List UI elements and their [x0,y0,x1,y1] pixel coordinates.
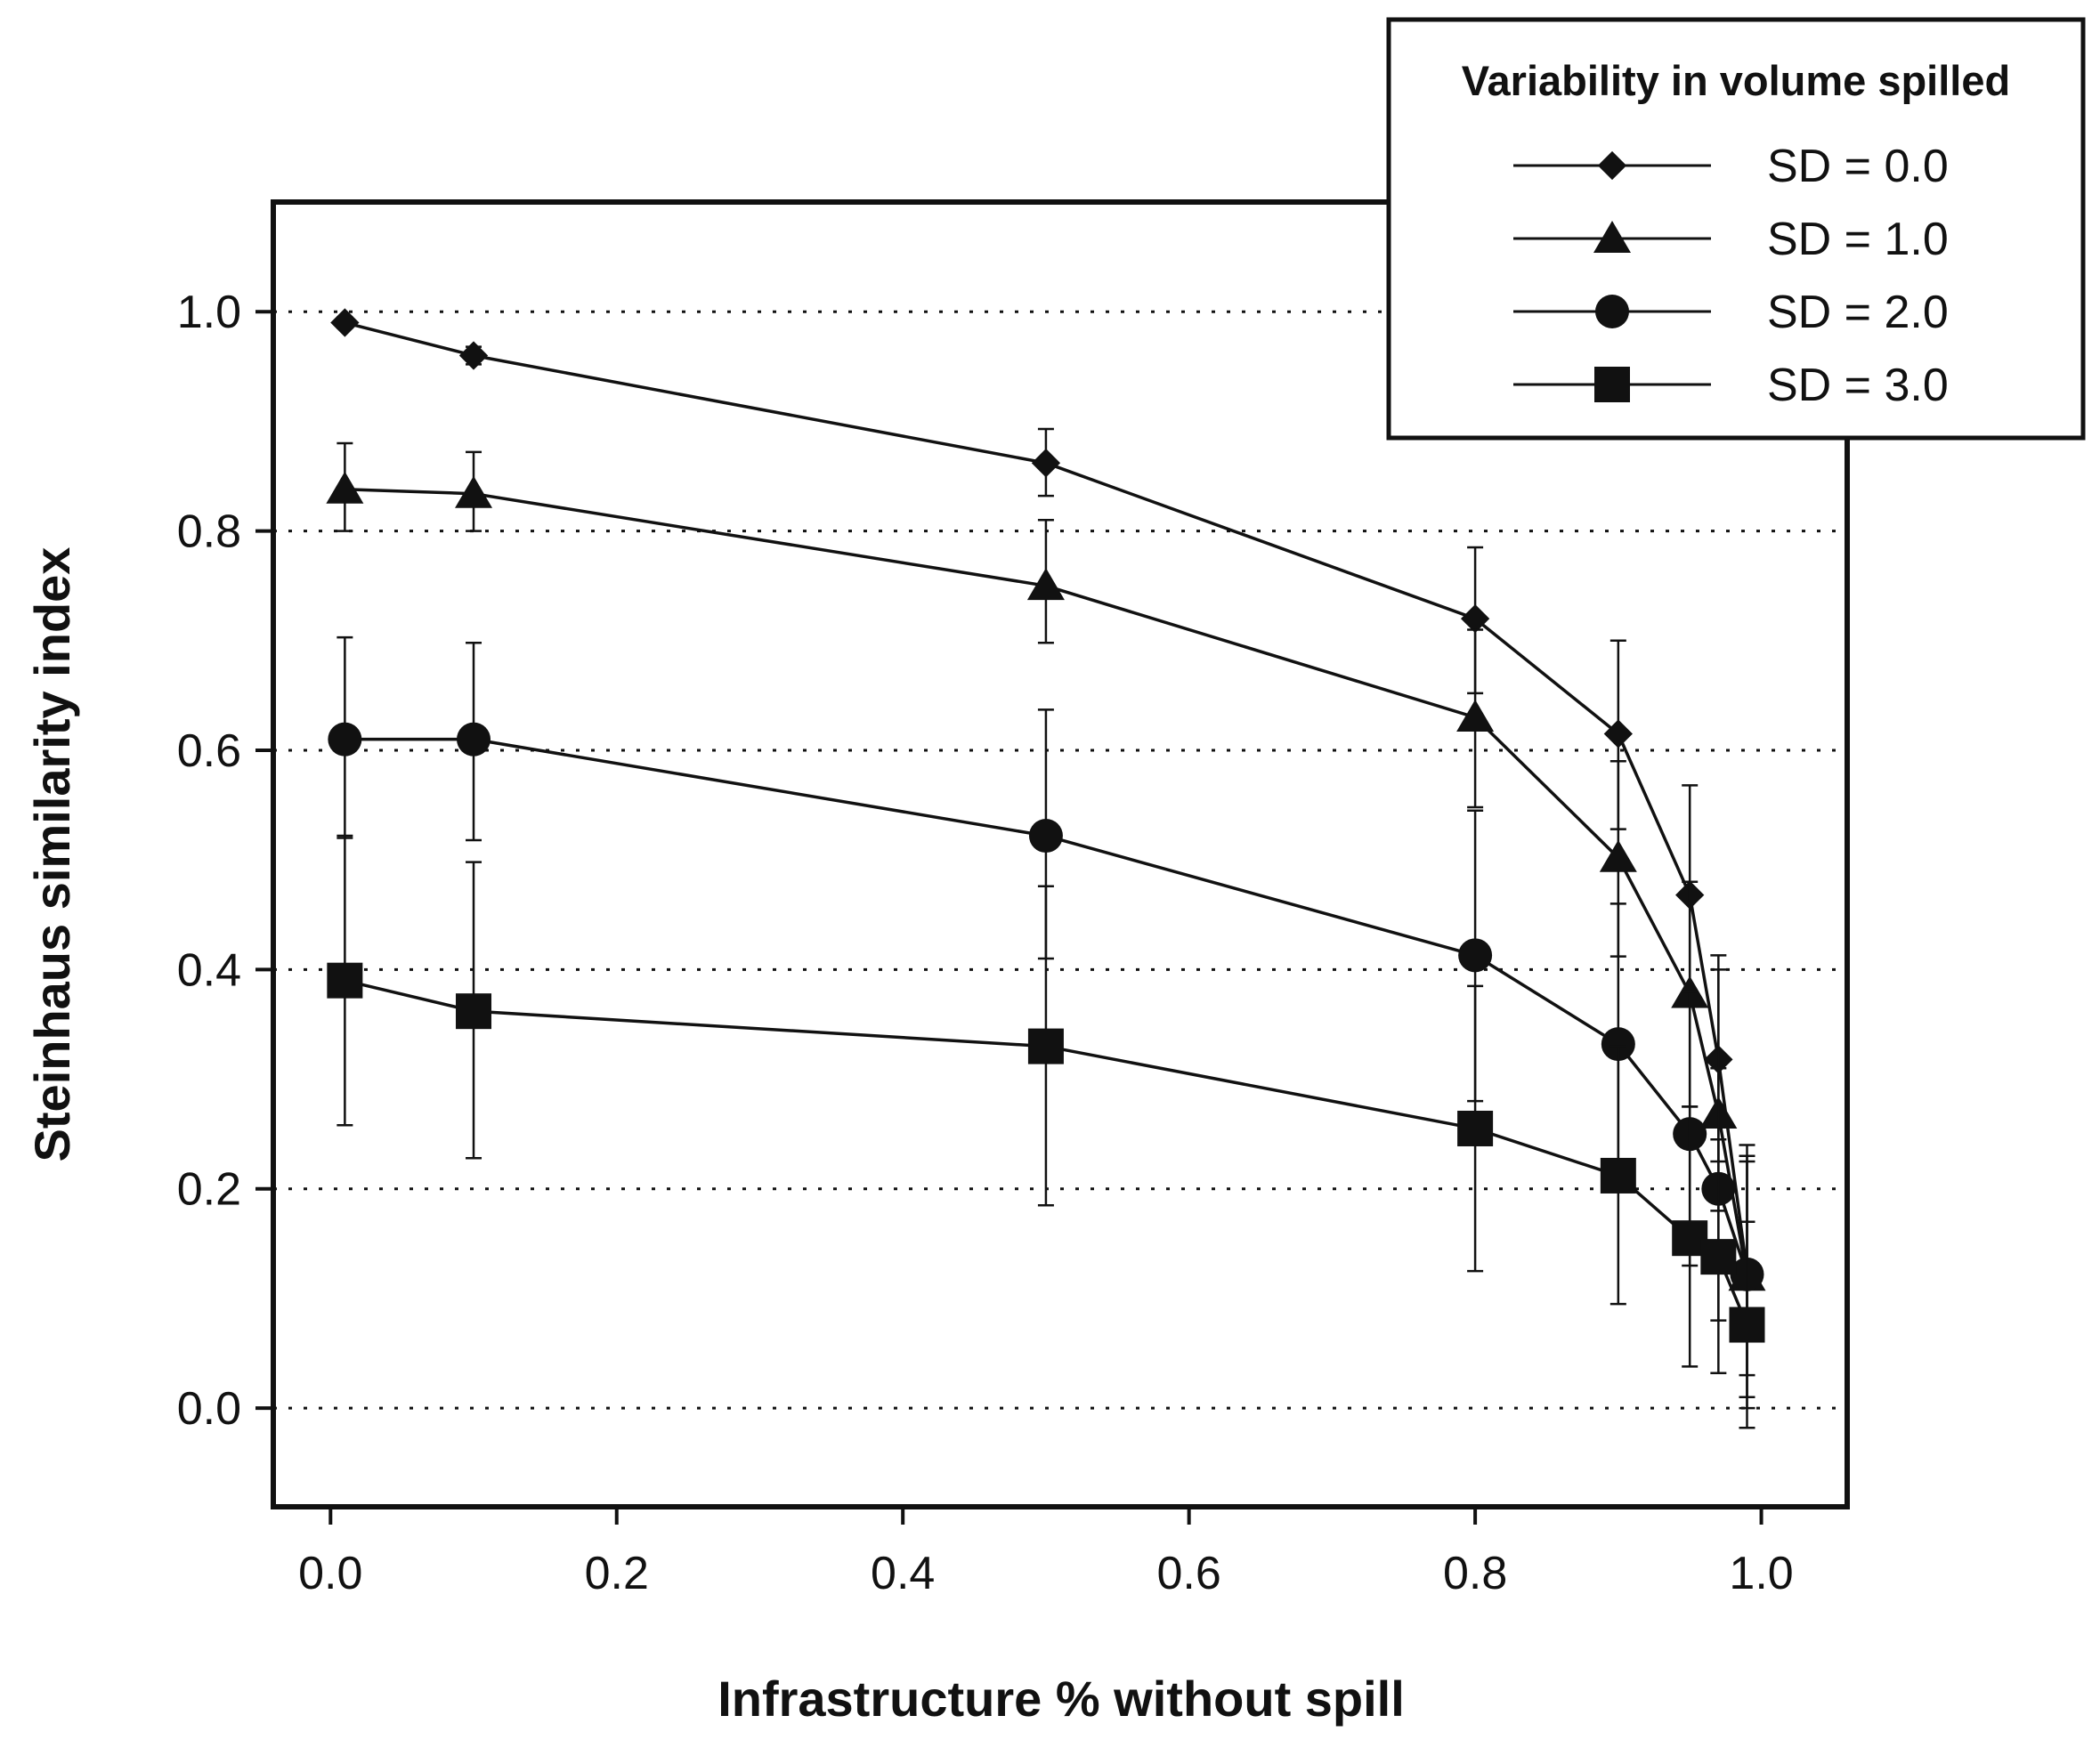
data-point-3-3 [1457,1110,1494,1146]
data-point-0-1 [458,341,489,370]
legend-label-1: SD = 1.0 [1767,214,1949,265]
legend: Variability in volume spilled SD = 0.0SD… [1386,17,2086,441]
data-point-2-1 [457,722,491,757]
y-axis-title: Steinhaus similarity index [24,547,80,1162]
series-3 [327,834,1765,1429]
x-tick-label-5: 1.0 [1729,1548,1793,1599]
axes: 0.0 0.2 0.4 0.6 0.8 1.0 0.0 0.2 0.4 0.6 0.8 1.0 [177,287,1794,1599]
data-point-3-1 [456,993,492,1030]
data-point-2-2 [1028,819,1063,854]
data-point-1-1 [455,475,493,508]
data-point-1-3 [1456,700,1495,732]
data-point-0-4 [1603,719,1633,749]
data-point-0-0 [330,308,360,337]
x-tick-label-3: 0.6 [1157,1548,1221,1599]
y-tick-label-3: 0.6 [177,725,241,777]
data-point-0-2 [1031,449,1061,478]
y-tick-label-4: 0.8 [177,506,241,558]
data-point-3-2 [1027,1028,1064,1064]
legend-label-2: SD = 2.0 [1767,287,1949,338]
data-point-1-2 [1026,568,1065,601]
x-tick-label-4: 0.8 [1443,1548,1507,1599]
legend-label-0: SD = 0.0 [1767,141,1949,192]
series-line-1 [345,488,1749,1277]
legend-marker-0 [1597,150,1627,181]
legend-entries: SD = 0.0 SD = 1.0 SD = 2.0 SD = 3.0 [1513,141,1949,411]
data-point-1-4 [1599,839,1637,872]
series-layer [326,308,1766,1429]
legend-title: Variability in volume spilled [1462,57,2010,104]
y-tick-label-5: 1.0 [177,287,241,338]
data-point-3-6 [1700,1239,1737,1275]
x-tick-label-1: 0.2 [585,1548,649,1599]
x-tick-label-2: 0.4 [871,1548,935,1599]
plot-frame [271,199,1850,1509]
legend-box [1386,17,2086,441]
data-point-0-3 [1460,603,1490,634]
data-point-2-3 [1458,938,1493,973]
data-point-3-0 [327,962,363,999]
legend-label-3: SD = 3.0 [1767,360,1949,411]
legend-marker-3 [1594,367,1630,402]
data-point-3-7 [1729,1307,1765,1343]
y-tick-label-1: 0.2 [177,1164,241,1216]
y-tick-label-2: 0.4 [177,944,241,996]
grid-lines [273,310,1847,1410]
data-point-3-4 [1600,1157,1636,1194]
data-point-1-0 [326,471,364,504]
legend-marker-1 [1593,221,1631,253]
data-point-2-4 [1601,1027,1635,1062]
y-tick-label-0: 0.0 [177,1383,241,1435]
data-point-2-0 [328,722,362,757]
series-line-0 [344,320,1749,1272]
x-tick-label-0: 0.0 [298,1548,362,1599]
x-axis-title: Infrastructure % without spill [718,1671,1405,1727]
legend-marker-2 [1595,295,1629,328]
